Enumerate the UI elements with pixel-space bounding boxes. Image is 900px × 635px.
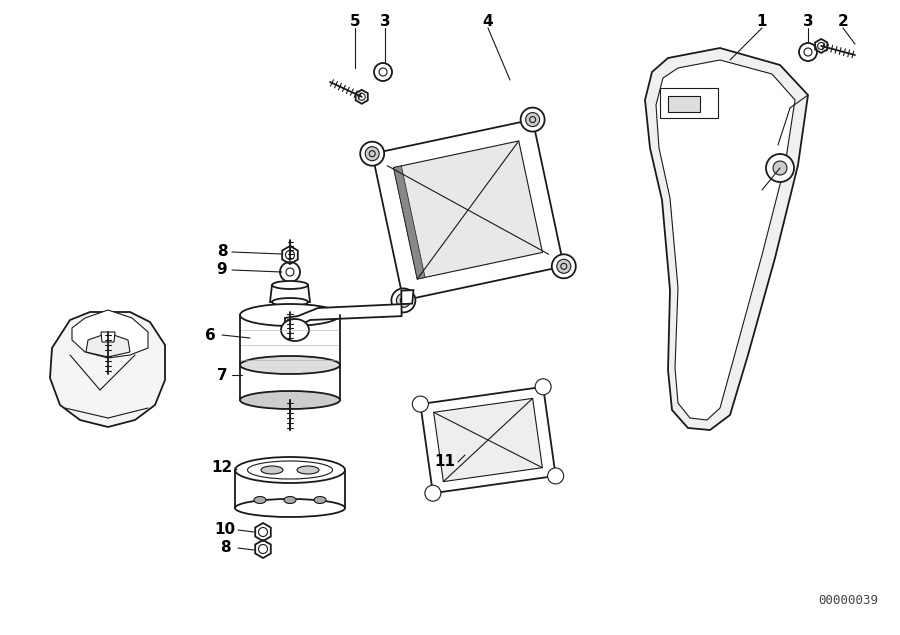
Text: 12: 12 [212, 460, 232, 476]
Ellipse shape [314, 497, 326, 504]
Ellipse shape [261, 466, 283, 474]
Ellipse shape [248, 461, 332, 479]
Ellipse shape [284, 497, 296, 504]
Polygon shape [393, 166, 425, 279]
Text: 3: 3 [380, 15, 391, 29]
Ellipse shape [254, 497, 266, 504]
Circle shape [360, 142, 384, 166]
Ellipse shape [297, 466, 319, 474]
Ellipse shape [240, 356, 340, 374]
Circle shape [766, 154, 794, 182]
Circle shape [392, 288, 416, 312]
Ellipse shape [272, 298, 308, 306]
Text: 1: 1 [757, 15, 767, 29]
Text: 7: 7 [217, 368, 228, 382]
Circle shape [773, 161, 787, 175]
Polygon shape [72, 310, 148, 358]
Text: 6: 6 [204, 328, 215, 342]
Polygon shape [434, 398, 543, 481]
Text: 11: 11 [435, 455, 455, 469]
Circle shape [520, 107, 544, 131]
Polygon shape [393, 141, 543, 279]
Text: 8: 8 [220, 540, 230, 556]
Ellipse shape [235, 499, 345, 517]
Text: 4: 4 [482, 15, 493, 29]
Polygon shape [660, 88, 718, 118]
Polygon shape [656, 60, 795, 420]
Polygon shape [86, 333, 130, 357]
Circle shape [548, 468, 563, 484]
Text: 00000039: 00000039 [818, 594, 878, 606]
Circle shape [412, 396, 428, 412]
Circle shape [526, 112, 540, 126]
Polygon shape [645, 48, 808, 430]
Text: 9: 9 [217, 262, 228, 277]
Ellipse shape [272, 281, 308, 289]
Text: 5: 5 [350, 15, 360, 29]
Circle shape [396, 293, 410, 307]
Polygon shape [285, 290, 413, 328]
Polygon shape [668, 96, 700, 112]
Circle shape [557, 259, 571, 273]
Polygon shape [101, 332, 115, 342]
Circle shape [365, 147, 379, 161]
Circle shape [536, 379, 551, 395]
Polygon shape [270, 285, 310, 302]
Polygon shape [420, 387, 555, 493]
Circle shape [425, 485, 441, 501]
Polygon shape [50, 312, 165, 427]
Polygon shape [373, 119, 563, 300]
Ellipse shape [240, 391, 340, 409]
Ellipse shape [240, 304, 340, 326]
Text: 2: 2 [838, 15, 849, 29]
Text: 3: 3 [803, 15, 814, 29]
Text: 8: 8 [217, 244, 228, 260]
Ellipse shape [281, 319, 309, 341]
Circle shape [552, 254, 576, 278]
Ellipse shape [235, 457, 345, 483]
Text: 10: 10 [214, 523, 236, 537]
